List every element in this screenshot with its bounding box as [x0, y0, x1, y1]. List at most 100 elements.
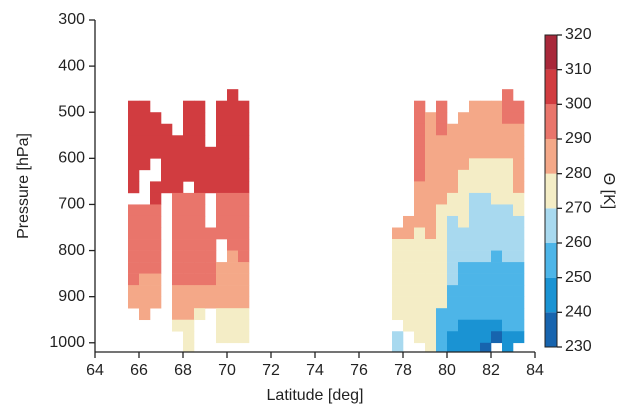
heat-cell — [447, 296, 459, 309]
heat-cell — [139, 204, 151, 217]
heat-cell — [392, 331, 404, 344]
heat-cell — [414, 215, 426, 228]
heat-cell — [491, 296, 503, 309]
heat-cell — [172, 204, 184, 217]
heat-cell — [205, 239, 217, 251]
heat-cell — [238, 285, 250, 297]
heat-cell — [436, 331, 448, 344]
heat-cell — [491, 169, 503, 182]
heat-cell — [458, 319, 470, 332]
heat-cell — [128, 204, 140, 217]
heat-cell — [216, 146, 228, 159]
heat-cell — [128, 250, 140, 263]
heat-cell — [227, 123, 239, 136]
heat-cell — [216, 123, 228, 136]
heat-cell — [161, 135, 173, 148]
heat-cell — [227, 100, 239, 113]
heat-cell — [513, 123, 525, 136]
heat-cell — [403, 239, 415, 251]
heat-cell — [403, 308, 415, 321]
y-tick-label: 600 — [58, 150, 85, 167]
heat-cell — [480, 192, 492, 205]
heat-cell — [194, 123, 206, 136]
heat-cell — [436, 285, 448, 297]
heat-cell — [425, 112, 437, 125]
heat-cell — [172, 215, 184, 228]
heat-cell — [172, 192, 184, 205]
x-tick-label: 76 — [350, 362, 368, 379]
heat-cell — [205, 250, 217, 263]
heat-cell — [491, 331, 503, 344]
heat-cell — [194, 250, 206, 263]
heat-cell — [392, 308, 404, 321]
heat-cell — [480, 250, 492, 263]
heat-cell — [150, 123, 162, 136]
heat-cell — [161, 169, 173, 182]
heat-cell — [436, 215, 448, 228]
heat-cell — [183, 262, 195, 274]
colorbar-tick-label: 310 — [565, 61, 592, 78]
heat-cell — [194, 296, 206, 309]
heat-cell — [172, 285, 184, 297]
heat-cell — [194, 285, 206, 297]
heat-cell — [458, 123, 470, 136]
heat-cell — [183, 308, 195, 321]
heat-cell — [447, 169, 459, 182]
heat-cell — [414, 250, 426, 263]
heat-cell — [216, 296, 228, 309]
heat-cell — [205, 158, 217, 171]
heat-cell — [183, 146, 195, 159]
heat-cell — [436, 192, 448, 205]
x-tick-label: 68 — [174, 362, 192, 379]
heat-cell — [469, 331, 481, 344]
heat-cell — [513, 135, 525, 148]
heat-cell — [194, 215, 206, 228]
heat-cell — [480, 273, 492, 286]
heat-cell — [172, 250, 184, 263]
heat-cell — [227, 273, 239, 286]
heat-cell — [469, 181, 481, 194]
heat-cell — [216, 285, 228, 297]
heat-cell — [447, 331, 459, 344]
heat-cell — [447, 158, 459, 171]
heat-cell — [238, 250, 250, 263]
heat-cell — [403, 215, 415, 228]
colorbar-tick-label: 250 — [565, 269, 592, 286]
heat-cell — [194, 192, 206, 205]
heat-cell — [172, 181, 184, 194]
heat-cell — [216, 158, 228, 171]
heat-cell — [447, 308, 459, 321]
heat-cell — [425, 273, 437, 286]
heat-cell — [216, 262, 228, 274]
heat-cell — [436, 250, 448, 263]
heat-cell — [425, 331, 437, 344]
heat-cell — [502, 319, 514, 332]
heat-cell — [458, 146, 470, 159]
heat-cell — [227, 204, 239, 217]
heat-cell — [491, 123, 503, 136]
heat-cell — [238, 169, 250, 182]
heat-cell — [425, 158, 437, 171]
heat-cell — [414, 123, 426, 136]
heat-cell — [205, 146, 217, 159]
heat-cell — [513, 192, 525, 205]
heat-cell — [469, 135, 481, 148]
heat-cell — [139, 112, 151, 125]
x-axis-label: Latitude [deg] — [267, 387, 364, 404]
heat-cell — [480, 296, 492, 309]
heat-cell — [183, 250, 195, 263]
heat-cell — [491, 227, 503, 240]
heat-cell — [436, 227, 448, 240]
heat-cell — [150, 181, 162, 194]
heat-cell — [183, 100, 195, 113]
heat-cell — [513, 262, 525, 274]
heat-cell — [227, 308, 239, 321]
heat-cell — [227, 135, 239, 148]
y-axis-label: Pressure [hPa] — [15, 133, 32, 239]
heat-cell — [436, 262, 448, 274]
heat-cell — [150, 112, 162, 125]
heat-cell — [139, 262, 151, 274]
heat-cell — [139, 100, 151, 113]
heat-cell — [238, 181, 250, 194]
heat-cell — [513, 100, 525, 113]
